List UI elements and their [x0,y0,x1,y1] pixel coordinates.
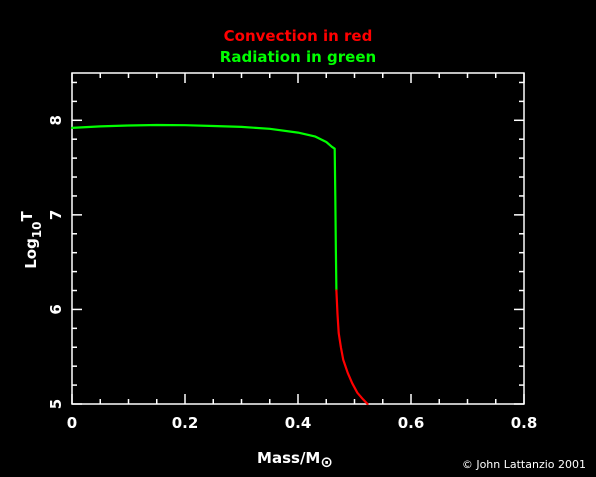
series-lines [70,123,369,406]
x-tick-label: 0.2 [172,414,199,432]
x-tick-label: 0.6 [398,414,425,432]
tick-labels: 0 0.2 0.4 0.6 0.8 5 6 7 8 [47,115,537,432]
y-tick-label: 5 [47,399,65,409]
legend-convection-label: Convection in red [223,27,373,45]
y-tick-label: 8 [47,115,65,125]
copyright-credit: © John Lattanzio 2001 [461,458,586,471]
x-tick-label: 0.8 [511,414,538,432]
x-axis-label: Mass/M⊙ [257,449,333,471]
x-tick-label: 0.4 [285,414,312,432]
convection-series-line [335,289,369,406]
y-tick-label: 7 [47,210,65,220]
plot-border [71,72,525,405]
legend-radiation-label: Radiation in green [219,48,377,66]
plot-frame [71,72,525,405]
axis-ticks [71,73,525,405]
y-tick-label: 6 [47,304,65,314]
y-axis-label: Log10T [18,210,44,268]
x-tick-label: 0 [67,414,77,432]
radiation-series-line [70,123,338,292]
